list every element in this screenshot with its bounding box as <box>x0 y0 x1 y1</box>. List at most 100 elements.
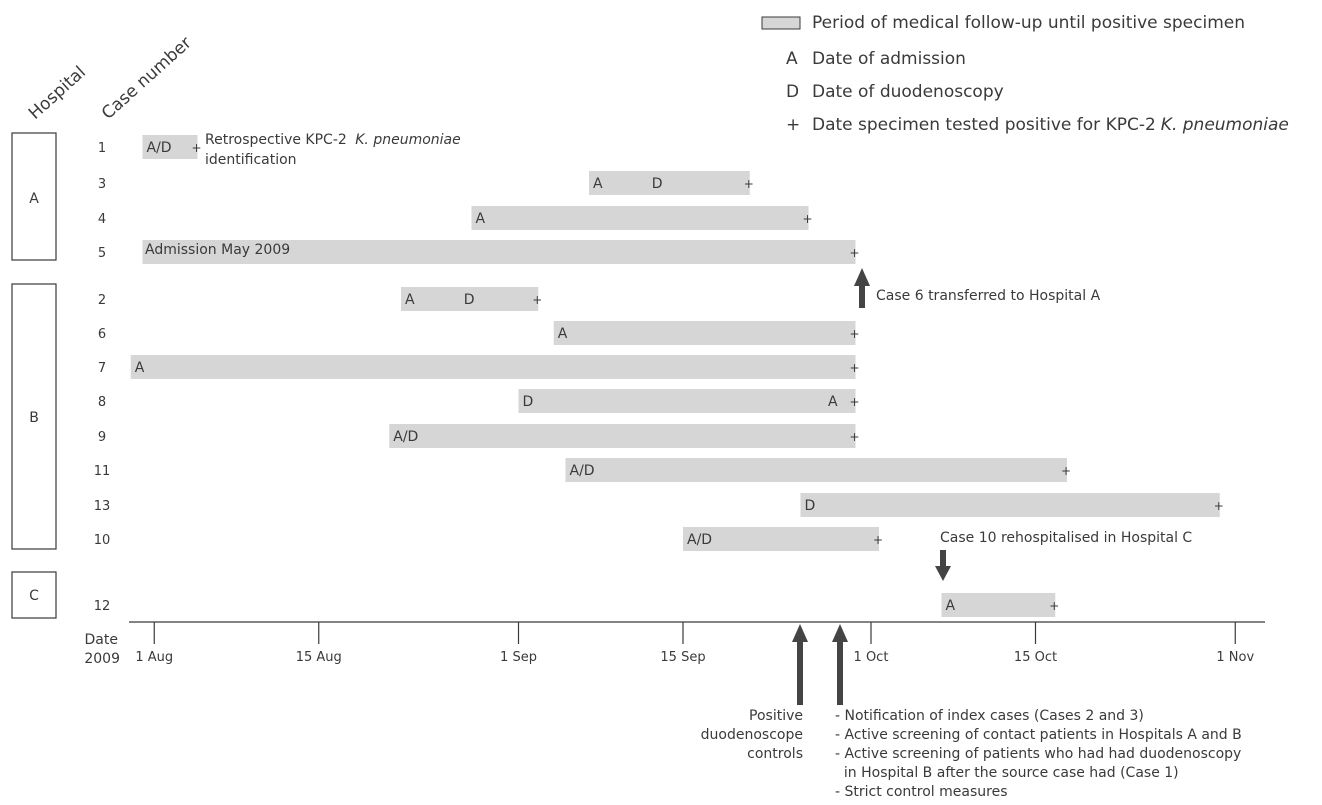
x-axis-ticks: 1 Aug 15 Aug 1 Sep 15 Sep 1 Oct 15 Oct 1 Nov <box>135 622 1254 665</box>
legend-label-admission: Date of admission <box>812 49 966 69</box>
hospital-label-b: B <box>29 410 39 426</box>
timeline-bars: 1 A/D +3 A D +4 A +5 +2 A D +6 A +7 A +8 D A +9 A/D +11 A/D +1… <box>94 135 1224 617</box>
action-control-measures: - Strict control measures <box>835 784 1008 800</box>
mark-case-2-a: A <box>405 292 415 308</box>
bar-case-1 <box>142 135 198 159</box>
mark-case-2-positive: + <box>532 293 542 307</box>
positive-controls-arrow <box>792 624 808 705</box>
notification-arrow <box>832 624 848 705</box>
x-tick-label-1-oct: 1 Oct <box>854 650 889 665</box>
bar-case-8 <box>518 389 856 413</box>
year-label: 2009 <box>84 651 120 667</box>
case-number-9: 9 <box>98 430 106 445</box>
mark-case-11-a-d: A/D <box>570 463 595 479</box>
case-number-10: 10 <box>94 533 111 548</box>
case10-rehosp-note: Case 10 rehospitalised in Hospital C <box>940 530 1192 546</box>
bar-case-5 <box>142 240 856 264</box>
bar-case-13 <box>800 493 1220 517</box>
bar-case-6 <box>553 321 856 345</box>
bar-case-10 <box>683 527 879 551</box>
hospital-header: Hospital <box>25 62 90 123</box>
bar-case-12 <box>941 593 1056 617</box>
bar-case-2 <box>401 287 539 311</box>
legend-symbol-duodenoscopy: D <box>786 82 799 102</box>
case-number-12: 12 <box>94 599 111 614</box>
case1-annotation-line1: Retrospective KPC-2 K. pneumoniae <box>205 132 461 148</box>
positive-controls-arrow-head <box>792 624 808 642</box>
bar-case-4 <box>471 206 809 230</box>
mark-case-8-d: D <box>523 394 534 410</box>
mark-case-3-a: A <box>593 176 603 192</box>
case10-arrow-shaft <box>940 550 946 568</box>
mark-case-4-a: A <box>476 211 486 227</box>
legend-label-positive: Date specimen tested positive for KPC-2 K… <box>812 115 1289 135</box>
mark-case-10-positive: + <box>873 533 883 547</box>
x-tick-label-1-nov: 1 Nov <box>1216 650 1254 665</box>
case1-annotation-italic: K. pneumoniae <box>355 132 461 148</box>
case-number-13: 13 <box>94 499 111 514</box>
hospital-box-a <box>11 132 57 261</box>
mark-case-3-positive: + <box>744 177 754 191</box>
mark-case-4-positive: + <box>803 212 813 226</box>
case1-annotation-line2: identification <box>205 152 297 168</box>
case-number-5: 5 <box>98 246 106 261</box>
mark-case-1-a-d: A/D <box>147 140 172 156</box>
x-tick-label-1-sep: 1 Sep <box>500 650 537 665</box>
bar-case-9 <box>389 424 856 448</box>
action-duodenoscopy-screening: - Active screening of patients who had h… <box>835 746 1241 762</box>
action-contact-screening: - Active screening of contact patients i… <box>835 727 1242 743</box>
hospital-groups: A B C <box>11 132 57 619</box>
case-number-1: 1 <box>98 141 106 156</box>
mark-case-8-a: A <box>828 394 838 410</box>
mark-case-6-positive: + <box>850 327 860 341</box>
hospital-box-c <box>11 571 57 619</box>
case-number-8: 8 <box>98 395 106 410</box>
mark-case-5-positive: + <box>850 246 860 260</box>
bar-case-11 <box>565 458 1067 482</box>
mark-case-8-positive: + <box>850 395 860 409</box>
case-number-header: Case number <box>98 33 196 124</box>
case1-annotation-text: Retrospective KPC-2 <box>205 132 351 148</box>
bar-case-3 <box>589 171 750 195</box>
legend-symbol-positive: + <box>786 115 800 135</box>
case6-arrow-shaft <box>859 284 865 308</box>
mark-case-13-d: D <box>805 498 816 514</box>
date-label: Date <box>85 632 118 648</box>
mark-case-9-positive: + <box>850 430 860 444</box>
hospital-label-c: C <box>29 588 39 604</box>
case6-transfer-note: Case 6 transferred to Hospital A <box>876 288 1101 304</box>
x-tick-label-1-aug: 1 Aug <box>135 650 173 665</box>
x-tick-label-15-oct: 15 Oct <box>1014 650 1057 665</box>
mark-case-7-a: A <box>135 360 145 376</box>
legend-label-duodenoscopy: Date of duodenoscopy <box>812 82 1004 102</box>
hospital-label-a: A <box>29 191 39 207</box>
mark-case-9-a-d: A/D <box>393 429 418 445</box>
legend-label-positive-text: Date specimen tested positive for KPC-2 <box>812 115 1156 135</box>
action-duodenoscopy-screening-cont: in Hospital B after the source case had … <box>835 765 1179 781</box>
case-number-11: 11 <box>94 464 111 479</box>
case-number-6: 6 <box>98 327 106 342</box>
mark-case-7-positive: + <box>850 361 860 375</box>
mark-case-10-a-d: A/D <box>687 532 712 548</box>
case6-transfer-arrow <box>854 268 870 308</box>
mark-case-6-a: A <box>558 326 568 342</box>
mark-case-13-positive: + <box>1214 499 1224 513</box>
case5-admission-note: Admission May 2009 <box>145 242 290 258</box>
x-tick-label-15-sep: 15 Sep <box>660 650 705 665</box>
mark-case-12-a: A <box>946 598 956 614</box>
hospital-box-b <box>11 283 57 550</box>
case-number-4: 4 <box>98 212 106 227</box>
case10-rehosp-arrow <box>935 550 951 581</box>
legend-bar-swatch <box>761 16 801 30</box>
mark-case-2-d: D <box>464 292 475 308</box>
positive-controls-line1: Positive <box>749 708 803 724</box>
mark-case-1-positive: + <box>192 141 202 155</box>
case6-arrow-head <box>854 268 870 286</box>
x-tick-label-15-aug: 15 Aug <box>296 650 342 665</box>
mark-case-11-positive: + <box>1061 464 1071 478</box>
legend-symbol-admission: A <box>786 49 798 69</box>
legend-label-positive-italic: K. pneumoniae <box>1161 115 1289 135</box>
action-notification: - Notification of index cases (Cases 2 a… <box>835 708 1144 724</box>
positive-controls-arrow-shaft <box>797 640 803 705</box>
notification-arrow-head <box>832 624 848 642</box>
